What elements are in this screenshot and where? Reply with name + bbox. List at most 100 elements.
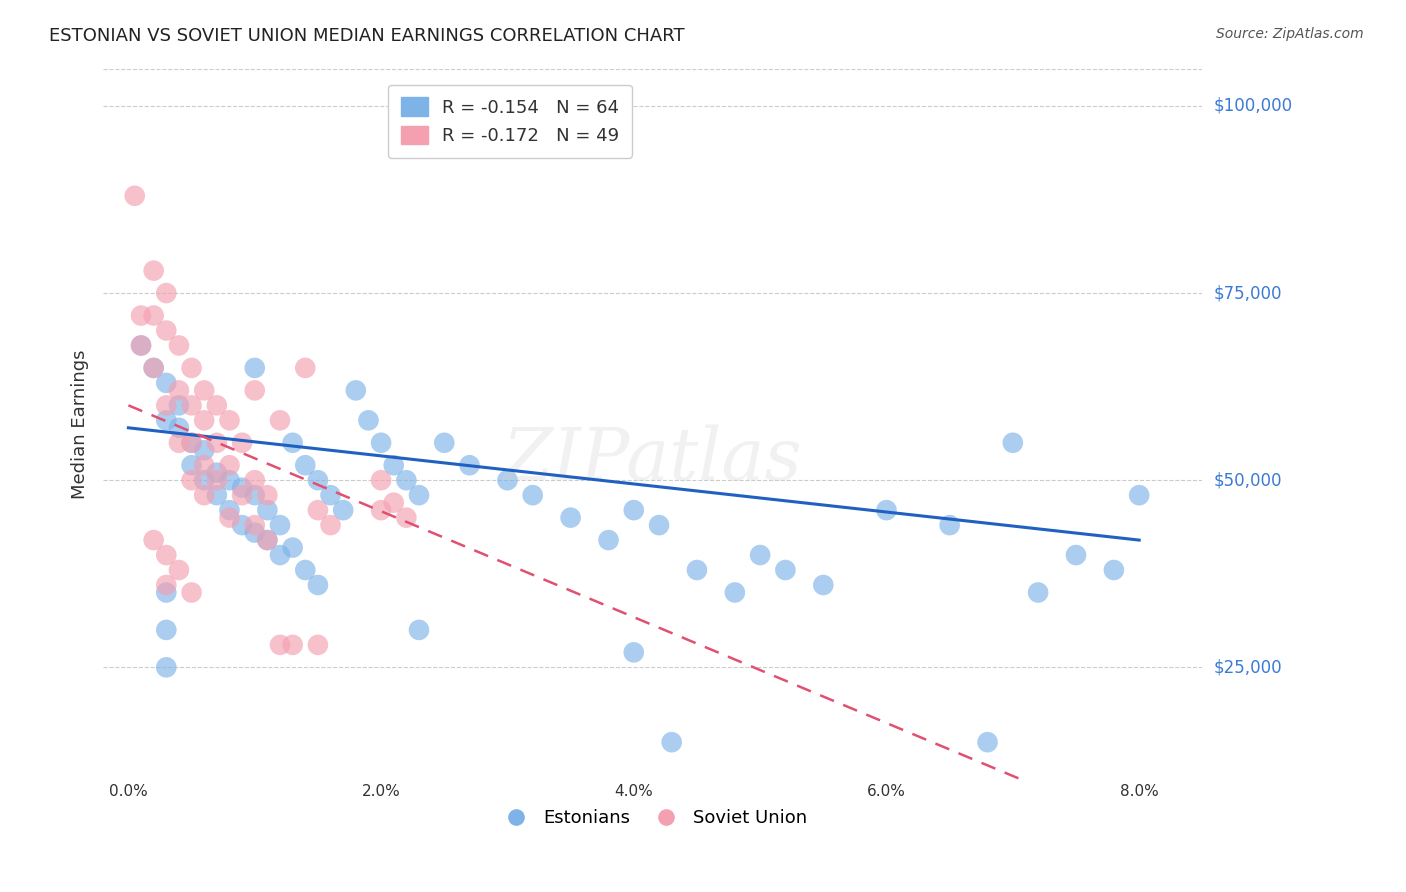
Point xyxy=(218,458,240,473)
Point xyxy=(243,360,266,375)
Point xyxy=(205,435,228,450)
Point xyxy=(167,563,190,577)
Point xyxy=(129,309,152,323)
Point xyxy=(775,563,797,577)
Point xyxy=(749,548,772,562)
Point xyxy=(256,533,278,547)
Point xyxy=(243,525,266,540)
Point xyxy=(193,443,215,458)
Point xyxy=(142,263,165,277)
Point xyxy=(938,518,960,533)
Point xyxy=(193,488,215,502)
Point xyxy=(307,578,329,592)
Point xyxy=(370,473,392,487)
Point xyxy=(1064,548,1087,562)
Point xyxy=(256,488,278,502)
Point xyxy=(408,623,430,637)
Point xyxy=(180,435,202,450)
Point xyxy=(142,360,165,375)
Point xyxy=(205,398,228,412)
Point xyxy=(976,735,998,749)
Point xyxy=(155,324,177,338)
Point xyxy=(294,458,316,473)
Point xyxy=(180,585,202,599)
Text: ZIPatlas: ZIPatlas xyxy=(503,425,803,495)
Point xyxy=(243,488,266,502)
Point xyxy=(155,623,177,637)
Point xyxy=(382,458,405,473)
Point xyxy=(180,360,202,375)
Text: ESTONIAN VS SOVIET UNION MEDIAN EARNINGS CORRELATION CHART: ESTONIAN VS SOVIET UNION MEDIAN EARNINGS… xyxy=(49,27,685,45)
Text: $50,000: $50,000 xyxy=(1213,471,1282,489)
Text: $100,000: $100,000 xyxy=(1213,97,1292,115)
Point xyxy=(408,488,430,502)
Point xyxy=(205,488,228,502)
Point xyxy=(243,473,266,487)
Point xyxy=(205,466,228,480)
Point xyxy=(205,473,228,487)
Point xyxy=(167,384,190,398)
Point xyxy=(1102,563,1125,577)
Point xyxy=(623,503,645,517)
Point xyxy=(332,503,354,517)
Point xyxy=(129,338,152,352)
Text: $25,000: $25,000 xyxy=(1213,658,1282,676)
Text: Source: ZipAtlas.com: Source: ZipAtlas.com xyxy=(1216,27,1364,41)
Point xyxy=(243,384,266,398)
Point xyxy=(129,338,152,352)
Point xyxy=(344,384,367,398)
Legend: Estonians, Soviet Union: Estonians, Soviet Union xyxy=(491,802,814,835)
Point xyxy=(1001,435,1024,450)
Point xyxy=(623,645,645,659)
Point xyxy=(307,503,329,517)
Point xyxy=(142,360,165,375)
Point xyxy=(269,638,291,652)
Point xyxy=(319,488,342,502)
Point xyxy=(598,533,620,547)
Point xyxy=(142,533,165,547)
Point xyxy=(218,510,240,524)
Point xyxy=(648,518,671,533)
Point xyxy=(155,578,177,592)
Point xyxy=(458,458,481,473)
Point xyxy=(231,481,253,495)
Point xyxy=(269,548,291,562)
Point xyxy=(142,309,165,323)
Point xyxy=(167,398,190,412)
Point xyxy=(875,503,897,517)
Point xyxy=(724,585,747,599)
Point xyxy=(560,510,582,524)
Point xyxy=(180,398,202,412)
Point xyxy=(256,503,278,517)
Point xyxy=(370,435,392,450)
Point xyxy=(522,488,544,502)
Point xyxy=(243,518,266,533)
Point xyxy=(269,413,291,427)
Point xyxy=(256,533,278,547)
Point xyxy=(1026,585,1049,599)
Point xyxy=(281,638,304,652)
Point xyxy=(269,518,291,533)
Point xyxy=(1128,488,1150,502)
Point xyxy=(193,473,215,487)
Point xyxy=(167,435,190,450)
Point xyxy=(661,735,683,749)
Point xyxy=(686,563,709,577)
Point xyxy=(155,660,177,674)
Point xyxy=(180,473,202,487)
Point xyxy=(218,503,240,517)
Point xyxy=(124,188,146,202)
Point xyxy=(167,421,190,435)
Point xyxy=(218,473,240,487)
Point xyxy=(281,435,304,450)
Y-axis label: Median Earnings: Median Earnings xyxy=(72,350,89,499)
Point xyxy=(496,473,519,487)
Point xyxy=(395,510,418,524)
Point xyxy=(294,360,316,375)
Text: $75,000: $75,000 xyxy=(1213,284,1282,302)
Point xyxy=(155,398,177,412)
Point xyxy=(357,413,380,427)
Point xyxy=(155,376,177,390)
Point xyxy=(231,488,253,502)
Point xyxy=(155,286,177,301)
